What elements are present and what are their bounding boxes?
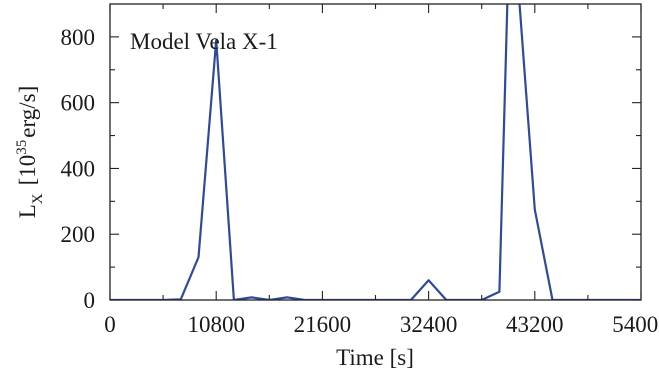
y-tick-label: 200 (61, 222, 96, 247)
series-line (110, 4, 641, 300)
x-axis-title: Time [s] (336, 345, 414, 370)
series-layer (110, 4, 641, 300)
x-tick-label: 43200 (506, 312, 564, 337)
y-axis-title: LX [1035 erg/s] (14, 86, 46, 219)
y-axis-title-main: L (15, 204, 40, 218)
y-axis-title-sup: 35 (14, 140, 30, 155)
x-tick-label: 21600 (294, 312, 352, 337)
x-tick-label: 0 (104, 312, 116, 337)
y-tick-label: 800 (61, 25, 96, 50)
y-axis-title-pre: [10 (15, 155, 40, 186)
y-tick-label: 600 (61, 91, 96, 116)
x-tick-label: 10800 (187, 312, 245, 337)
y-axis-title-post: erg/s] (15, 86, 40, 138)
y-tick-label: 400 (61, 156, 96, 181)
x-tick-label: 32400 (400, 312, 458, 337)
model-annotation: Model Vela X-1 (130, 29, 278, 54)
plot-frame (109, 3, 642, 301)
y-tick-label: 0 (84, 288, 96, 313)
y-axis-title-sub: X (30, 193, 46, 204)
